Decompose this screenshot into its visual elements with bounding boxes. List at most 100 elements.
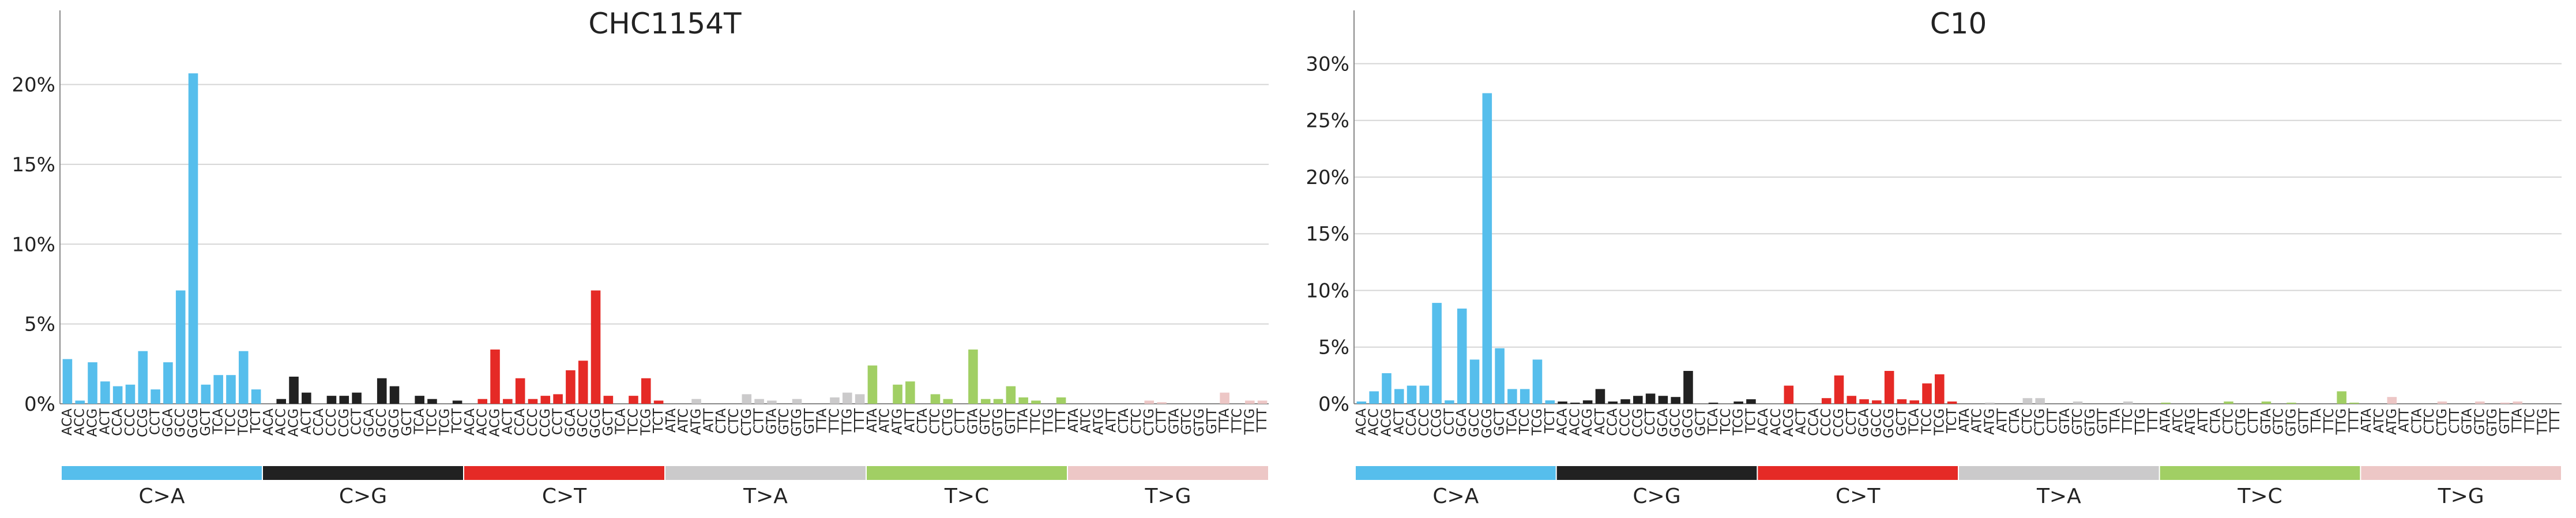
- x-tick-label: GCG: [387, 408, 402, 438]
- bar-CtoT-TCA: [1909, 400, 1920, 404]
- bar-CtoT-GCT: [603, 396, 614, 404]
- group-label: C>G: [1633, 485, 1680, 508]
- x-tick-label: TTA: [815, 408, 830, 433]
- x-tick-label: ACC: [475, 408, 490, 436]
- group-strip: [62, 466, 262, 480]
- x-tick-label: ACA: [261, 408, 276, 436]
- bar-TtoA-GTC: [2073, 401, 2083, 404]
- bar-TtoC-TTC: [1031, 400, 1041, 404]
- x-tick-label: TTG: [2535, 408, 2550, 436]
- x-tick-label: ATA: [865, 408, 880, 433]
- group-strip: [2160, 466, 2360, 480]
- x-tick-label: GCC: [1869, 408, 1884, 437]
- bar-CtoT-GCT: [1897, 399, 1907, 404]
- x-tick-label: GCA: [1656, 408, 1671, 437]
- x-tick-label: GTG: [2284, 408, 2299, 437]
- x-tick-label: CTA: [2409, 408, 2424, 434]
- bar-CtoT-ACC: [477, 399, 488, 404]
- x-tick-label: GCA: [160, 408, 175, 437]
- bar-TtoA-CTG: [742, 394, 752, 404]
- group-strip: [1356, 466, 1556, 480]
- x-tick-label: ATA: [2359, 408, 2374, 433]
- x-tick-label: GTT: [2096, 408, 2111, 434]
- x-tick-label: TCA: [1706, 408, 1721, 435]
- group-strip: [1556, 466, 1757, 480]
- x-tick-label: CCG: [1832, 408, 1847, 437]
- x-tick-label: TCA: [1505, 408, 1520, 435]
- x-tick-label: TTT: [2548, 408, 2563, 433]
- group-label: C>T: [542, 485, 587, 508]
- bar-CtoT-CCA: [515, 378, 525, 404]
- x-tick-label: CTT: [1155, 408, 1169, 434]
- x-tick-label: ACG: [287, 408, 302, 437]
- bar-CtoG-TCA: [1708, 403, 1718, 404]
- x-tick-label: ATG: [2183, 408, 2198, 435]
- bar-TtoA-CTC: [2022, 398, 2033, 404]
- bar-CtoA-TCT: [251, 389, 261, 404]
- bar-TtoG-CTT: [1157, 402, 1167, 404]
- bar-CtoA-TCT: [1545, 400, 1555, 404]
- group-strip: [464, 466, 664, 480]
- x-tick-label: CCT: [148, 408, 163, 435]
- group-label: T>A: [2036, 485, 2081, 508]
- bar-CtoG-ACG: [1582, 400, 1593, 404]
- x-tick-label: ATC: [2171, 408, 2186, 433]
- y-tick-label: 5%: [24, 313, 55, 336]
- x-tick-label: ACT: [97, 408, 112, 434]
- x-tick-label: ATA: [2158, 408, 2173, 433]
- x-tick-label: ATT: [2196, 408, 2211, 433]
- x-tick-label: ATG: [689, 408, 704, 435]
- x-tick-label: GCT: [198, 408, 213, 436]
- x-tick-label: GCG: [1480, 408, 1495, 438]
- bar-CtoA-CCT: [151, 389, 160, 404]
- bar-CtoT-TCG: [641, 378, 651, 404]
- x-tick-label: ACA: [1354, 408, 1369, 436]
- x-tick-label: TCT: [249, 408, 264, 434]
- bar-CtoT-GCC: [1872, 400, 1882, 404]
- x-tick-label: TTC: [1028, 408, 1043, 433]
- x-tick-label: TCT: [1945, 408, 1960, 434]
- y-tick-label: 15%: [12, 153, 55, 177]
- bar-CtoA-CCA: [1407, 385, 1417, 404]
- x-tick-label: TCG: [1731, 408, 1746, 436]
- bar-CtoT-CCC: [528, 399, 538, 404]
- x-tick-label: ACC: [1367, 408, 1382, 436]
- x-tick-label: TTT: [1054, 408, 1069, 433]
- bar-CtoG-TCG: [1733, 401, 1743, 404]
- x-tick-label: TTT: [2346, 408, 2361, 433]
- bar-TtoG-CTG: [2437, 401, 2447, 404]
- x-tick-label: ACG: [1379, 408, 1394, 437]
- x-tick-label: CCA: [513, 408, 528, 436]
- bar-CtoG-ACT: [1595, 389, 1605, 404]
- x-tick-label: ATA: [1957, 408, 1972, 433]
- x-tick-label: ATG: [1092, 408, 1107, 435]
- x-tick-label: GTG: [2083, 408, 2098, 437]
- x-tick-label: CCC: [1417, 408, 1432, 436]
- bar-CtoT-GCG: [1884, 371, 1894, 404]
- bar-CtoT-TCT: [1947, 401, 1957, 404]
- x-tick-label: TCT: [1743, 408, 1758, 434]
- bar-CtoG-GCG: [1683, 371, 1693, 404]
- bar-CtoA-ACT: [1394, 389, 1404, 404]
- bar-CtoA-GCA: [1457, 308, 1467, 404]
- x-tick-label: TTA: [1016, 408, 1031, 433]
- y-tick-label: 5%: [1318, 336, 1349, 359]
- bar-TtoA-GTA: [767, 400, 777, 404]
- x-tick-label: GCG: [1680, 408, 1695, 438]
- bar-TtoC-ATA: [867, 365, 878, 404]
- bar-CtoG-TCC: [427, 399, 437, 404]
- group-label: T>A: [743, 485, 788, 508]
- bar-CtoG-CCG: [339, 396, 349, 404]
- bar-TtoA-CTG: [2035, 398, 2045, 404]
- x-tick-label: GCG: [186, 408, 201, 438]
- x-tick-label: CCA: [1404, 408, 1419, 436]
- x-tick-label: CCG: [1430, 408, 1445, 437]
- x-tick-label: TTA: [2510, 408, 2525, 433]
- bar-CtoA-CCA: [112, 386, 123, 404]
- bar-CtoT-GCA: [1859, 399, 1869, 404]
- bar-CtoG-GCA: [1658, 396, 1668, 404]
- bar-CtoG-ACA: [1558, 401, 1567, 404]
- bar-TtoA-ATG: [1985, 403, 1995, 404]
- x-tick-label: CCA: [110, 408, 125, 436]
